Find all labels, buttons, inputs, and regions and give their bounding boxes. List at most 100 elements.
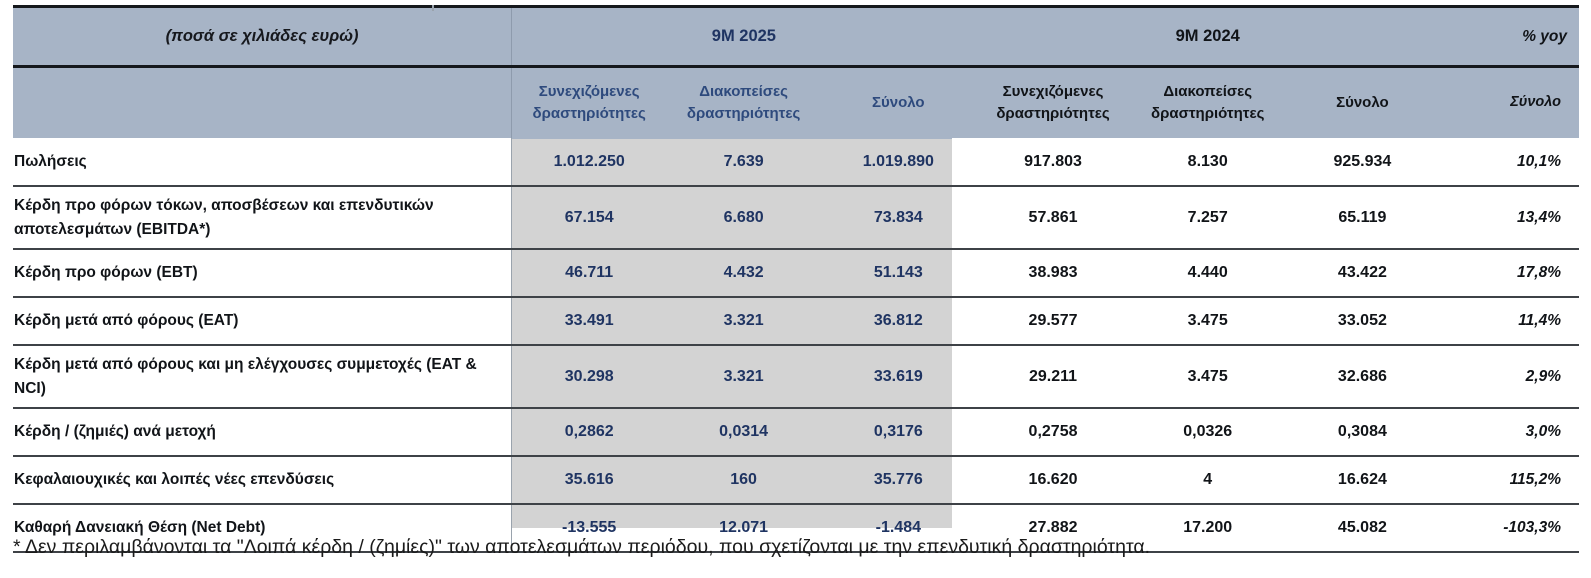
subheader-line1: Συνεχιζόμενες bbox=[538, 83, 640, 101]
period-header-current: 9M 2025 bbox=[511, 5, 976, 68]
cell-total-2024: 43.422 bbox=[1285, 249, 1440, 298]
table-row: Κέρδη προ φόρων (EBT) 46.711 4.432 51.14… bbox=[13, 249, 1579, 298]
cell-continuing-2025: 35.616 bbox=[511, 456, 667, 505]
table-row: Κέρδη / (ζημιές) ανά μετοχή 0,2862 0,031… bbox=[13, 408, 1579, 457]
subheader-line2: δραστηριότητες bbox=[532, 105, 646, 122]
cell-discontinued-2024: 0,0326 bbox=[1130, 408, 1286, 457]
cell-continuing-2024: 27.882 bbox=[975, 504, 1131, 553]
row-label: Κέρδη μετά από φόρους και μη ελέγχουσες … bbox=[13, 345, 513, 409]
subheader-total-2024: Σύνολο bbox=[1285, 66, 1440, 138]
subheader-continuing-2025: Συνεχιζόμενες δραστηριότητες bbox=[511, 66, 667, 138]
subheader-spacer bbox=[13, 66, 513, 138]
cell-yoy: 11,4% bbox=[1439, 297, 1579, 346]
subheader-discontinued-2025: Διακοπείσες δραστηριότητες bbox=[666, 66, 821, 138]
cell-total-2025: 33.619 bbox=[820, 345, 976, 409]
cell-yoy: 115,2% bbox=[1439, 456, 1579, 505]
subheader-line1: Συνεχιζόμενες bbox=[1002, 83, 1104, 101]
subheader-line2: δραστηριότητες bbox=[1151, 105, 1265, 122]
cell-discontinued-2025: 7.639 bbox=[666, 138, 821, 187]
table-row: Κέρδη προ φόρων τόκων, αποσβέσεων και επ… bbox=[13, 186, 1579, 250]
cell-discontinued-2024: 4.440 bbox=[1130, 249, 1286, 298]
cell-continuing-2024: 57.861 bbox=[975, 186, 1131, 250]
cell-yoy: 17,8% bbox=[1439, 249, 1579, 298]
subheader-total-2025: Σύνολο bbox=[820, 66, 976, 138]
cell-total-2024: 65.119 bbox=[1285, 186, 1440, 250]
cell-total-2025: 35.776 bbox=[820, 456, 976, 505]
cell-discontinued-2024: 17.200 bbox=[1130, 504, 1286, 553]
row-label: Κεφαλαιουχικές και λοιπές νέες επενδύσει… bbox=[13, 456, 513, 505]
cell-continuing-2025: 1.012.250 bbox=[511, 138, 667, 187]
subheader-line1: Διακοπείσες bbox=[1163, 83, 1253, 101]
cell-total-2024: 33.052 bbox=[1285, 297, 1440, 346]
cell-total-2024: 925.934 bbox=[1285, 138, 1440, 187]
period-header-prior: 9M 2024 bbox=[975, 5, 1440, 68]
cell-continuing-2025: 30.298 bbox=[511, 345, 667, 409]
header-row-subcolumns: Συνεχιζόμενες δραστηριότητες Διακοπείσες… bbox=[13, 66, 1579, 138]
cell-discontinued-2024: 3.475 bbox=[1130, 345, 1286, 409]
cell-discontinued-2025: 3.321 bbox=[666, 297, 821, 346]
cell-continuing-2025: -13.555 bbox=[511, 504, 667, 553]
row-label: Κέρδη προ φόρων (EBT) bbox=[13, 249, 513, 298]
cell-total-2025: 36.812 bbox=[820, 297, 976, 346]
cell-continuing-2024: 917.803 bbox=[975, 138, 1131, 187]
cell-yoy: 10,1% bbox=[1439, 138, 1579, 187]
row-label: Κέρδη μετά από φόρους (EAT) bbox=[13, 297, 513, 346]
subheader-line2: δραστηριότητες bbox=[686, 105, 801, 122]
cell-total-2025: -1.484 bbox=[820, 504, 976, 553]
row-label: Κέρδη / (ζημιές) ανά μετοχή bbox=[13, 408, 513, 457]
subheader-continuing-2024: Συνεχιζόμενες δραστηριότητες bbox=[975, 66, 1131, 138]
cell-total-2024: 32.686 bbox=[1285, 345, 1440, 409]
subheader-discontinued-2024: Διακοπείσες δραστηριότητες bbox=[1130, 66, 1286, 138]
cell-discontinued-2024: 7.257 bbox=[1130, 186, 1286, 250]
cell-continuing-2024: 0,2758 bbox=[975, 408, 1131, 457]
cell-continuing-2024: 29.577 bbox=[975, 297, 1131, 346]
cell-discontinued-2024: 8.130 bbox=[1130, 138, 1286, 187]
cell-continuing-2024: 29.211 bbox=[975, 345, 1131, 409]
table-row: Κέρδη μετά από φόρους (EAT) 33.491 3.321… bbox=[13, 297, 1579, 346]
cell-total-2025: 73.834 bbox=[820, 186, 976, 250]
cell-discontinued-2025: 3.321 bbox=[666, 345, 821, 409]
cell-yoy: 2,9% bbox=[1439, 345, 1579, 409]
header-row-periods: (ποσά σε χιλιάδες ευρώ) 9M 2025 9M 2024 … bbox=[13, 5, 1579, 68]
cell-yoy: -103,3% bbox=[1439, 504, 1579, 553]
cell-continuing-2025: 0,2862 bbox=[511, 408, 667, 457]
cell-discontinued-2025: 0,0314 bbox=[666, 408, 821, 457]
cell-discontinued-2024: 3.475 bbox=[1130, 297, 1286, 346]
financial-highlights-page: (ποσά σε χιλιάδες ευρώ) 9M 2025 9M 2024 … bbox=[0, 5, 1591, 578]
table-row: Κέρδη μετά από φόρους και μη ελέγχουσες … bbox=[13, 345, 1579, 409]
subheader-line2: δραστηριότητες bbox=[996, 105, 1110, 122]
cell-total-2025: 51.143 bbox=[820, 249, 976, 298]
cell-continuing-2024: 38.983 bbox=[975, 249, 1131, 298]
table-body: Πωλήσεις 1.012.250 7.639 1.019.890 917.8… bbox=[13, 138, 1579, 553]
cell-total-2025: 0,3176 bbox=[820, 408, 976, 457]
cell-yoy: 13,4% bbox=[1439, 186, 1579, 250]
cell-total-2024: 0,3084 bbox=[1285, 408, 1440, 457]
cell-continuing-2025: 46.711 bbox=[511, 249, 667, 298]
yoy-header: % yoy bbox=[1439, 5, 1579, 68]
cell-discontinued-2024: 4 bbox=[1130, 456, 1286, 505]
cell-continuing-2024: 16.620 bbox=[975, 456, 1131, 505]
financial-highlights-table: (ποσά σε χιλιάδες ευρώ) 9M 2025 9M 2024 … bbox=[13, 5, 1579, 553]
table-row: Πωλήσεις 1.012.250 7.639 1.019.890 917.8… bbox=[13, 138, 1579, 187]
table-row: Κεφαλαιουχικές και λοιπές νέες επενδύσει… bbox=[13, 456, 1579, 505]
cell-total-2024: 45.082 bbox=[1285, 504, 1440, 553]
row-label: Κέρδη προ φόρων τόκων, αποσβέσεων και επ… bbox=[13, 186, 513, 250]
cell-discontinued-2025: 12.071 bbox=[666, 504, 821, 553]
units-label: (ποσά σε χιλιάδες ευρώ) bbox=[13, 5, 513, 68]
cell-discontinued-2025: 4.432 bbox=[666, 249, 821, 298]
subheader-line1: Διακοπείσες bbox=[699, 83, 788, 101]
row-label: Καθαρή Δανειακή Θέση (Net Debt) bbox=[13, 504, 513, 553]
cell-yoy: 3,0% bbox=[1439, 408, 1579, 457]
column-divider-stub bbox=[432, 5, 434, 11]
subheader-yoy-total: Σύνολο bbox=[1439, 66, 1579, 138]
cell-discontinued-2025: 6.680 bbox=[666, 186, 821, 250]
table-header: (ποσά σε χιλιάδες ευρώ) 9M 2025 9M 2024 … bbox=[13, 5, 1579, 138]
cell-continuing-2025: 67.154 bbox=[511, 186, 667, 250]
table-row: Καθαρή Δανειακή Θέση (Net Debt) -13.555 … bbox=[13, 504, 1579, 553]
row-label: Πωλήσεις bbox=[13, 138, 513, 187]
cell-continuing-2025: 33.491 bbox=[511, 297, 667, 346]
cell-total-2025: 1.019.890 bbox=[820, 138, 976, 187]
cell-total-2024: 16.624 bbox=[1285, 456, 1440, 505]
cell-discontinued-2025: 160 bbox=[666, 456, 821, 505]
footnote-text: * Δεν περιλαμβάνονται τα "Λοιπά κέρδη / … bbox=[13, 536, 1151, 558]
